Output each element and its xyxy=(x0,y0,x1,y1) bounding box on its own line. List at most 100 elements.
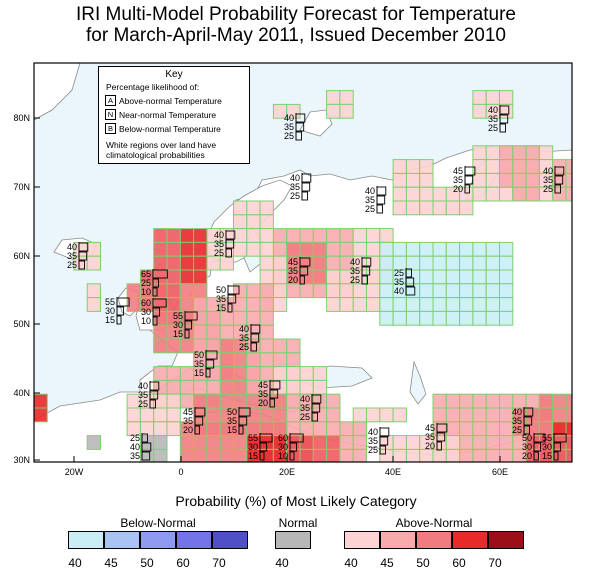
key-letter-a: A xyxy=(105,95,116,106)
grid-cell xyxy=(499,269,514,285)
key-title: Key xyxy=(165,69,183,80)
grid-cell xyxy=(153,269,168,285)
grid-cell xyxy=(153,255,168,271)
annotation-value: 20 xyxy=(258,398,268,408)
grid-cell xyxy=(499,421,514,437)
grid-cell xyxy=(286,228,301,243)
lon-label-0: 0 xyxy=(178,467,184,477)
grid-cell xyxy=(286,435,301,450)
legend-swatch-below xyxy=(176,531,212,549)
annotation-value: 10 xyxy=(278,451,288,461)
annotation-value: 35 xyxy=(368,436,378,446)
grid-cell xyxy=(272,407,288,423)
grid-cell xyxy=(179,269,195,285)
annotation-value: 40 xyxy=(67,242,77,252)
grid-cell xyxy=(565,172,572,188)
grid-cell xyxy=(286,241,301,257)
grid-cell xyxy=(499,255,514,271)
grid-cell xyxy=(219,366,234,381)
grid-cell xyxy=(219,310,234,326)
grid-cell xyxy=(445,310,461,326)
annotation-value: 40 xyxy=(138,381,148,391)
grid-cell xyxy=(246,200,261,216)
lat-label-30n: 30N xyxy=(13,455,30,465)
grid-cell xyxy=(445,297,461,312)
lat-label-70n: 70N xyxy=(13,182,30,192)
grid-cell xyxy=(472,145,487,161)
annotation-value: 35 xyxy=(138,390,148,400)
legend-tick-above: 40 xyxy=(344,556,358,570)
grid-cell xyxy=(166,338,181,354)
legend-swatch-above xyxy=(452,531,488,549)
annotation-value: 25 xyxy=(350,275,360,285)
grid-cell xyxy=(472,103,487,119)
annotation-value: 15 xyxy=(542,451,552,461)
grid-cell xyxy=(485,90,501,105)
grid-cell xyxy=(233,241,248,257)
grid-cell xyxy=(445,393,461,409)
grid-cell xyxy=(193,435,208,450)
grid-cell xyxy=(405,172,421,188)
grid-cell xyxy=(379,255,394,271)
annotation-value: 35 xyxy=(290,182,300,192)
grid-cell xyxy=(352,297,368,312)
grid-cell xyxy=(286,421,301,437)
grid-cell xyxy=(352,241,368,257)
grid-cell xyxy=(472,186,487,202)
grid-cell xyxy=(472,297,487,312)
grid-cell xyxy=(499,297,514,312)
grid-cell xyxy=(259,214,274,230)
grid-cell xyxy=(339,283,354,299)
grid-cell xyxy=(219,393,234,409)
grid-cell xyxy=(366,241,381,257)
grid-cell xyxy=(326,269,341,285)
grid-cell xyxy=(179,241,195,257)
grid-cell xyxy=(419,310,434,326)
grid-cell xyxy=(126,283,141,299)
grid-cell xyxy=(379,283,394,299)
grid-cell xyxy=(419,172,434,188)
grid-cell xyxy=(459,283,474,299)
grid-cell xyxy=(339,90,354,105)
grid-cell xyxy=(219,324,234,340)
grid-cell xyxy=(153,379,168,395)
grid-cell xyxy=(206,379,221,395)
grid-cell xyxy=(193,255,208,271)
grid-cell xyxy=(405,200,421,216)
lat-label-50n: 50N xyxy=(13,319,30,329)
grid-cell xyxy=(326,103,341,119)
grid-cell xyxy=(432,297,447,312)
annotation-value: 25 xyxy=(394,268,404,278)
grid-cell xyxy=(326,448,341,462)
grid-cell xyxy=(552,421,567,437)
annotation-value: 15 xyxy=(194,368,204,378)
grid-cell xyxy=(499,186,514,202)
grid-cell xyxy=(179,379,195,395)
grid-cell xyxy=(472,255,487,271)
grid-cell xyxy=(565,407,572,423)
grid-cell xyxy=(565,435,572,450)
grid-cell xyxy=(299,366,314,381)
grid-cell xyxy=(432,186,447,202)
legend-tick-below: 40 xyxy=(68,556,82,570)
grid-cell xyxy=(259,366,274,381)
grid-cell xyxy=(233,448,248,462)
grid-cell xyxy=(366,407,381,423)
annotation-value: 45 xyxy=(183,407,193,417)
grid-cell xyxy=(259,255,274,271)
grid-cell xyxy=(499,103,514,119)
grid-cell xyxy=(312,255,328,271)
grid-cell xyxy=(459,421,474,437)
axis-ticks xyxy=(34,117,501,462)
grid-cell xyxy=(312,435,328,450)
grid-cell xyxy=(552,448,567,462)
grid-cell xyxy=(153,310,168,326)
grid-cell xyxy=(432,407,447,423)
grid-cell xyxy=(312,269,328,285)
